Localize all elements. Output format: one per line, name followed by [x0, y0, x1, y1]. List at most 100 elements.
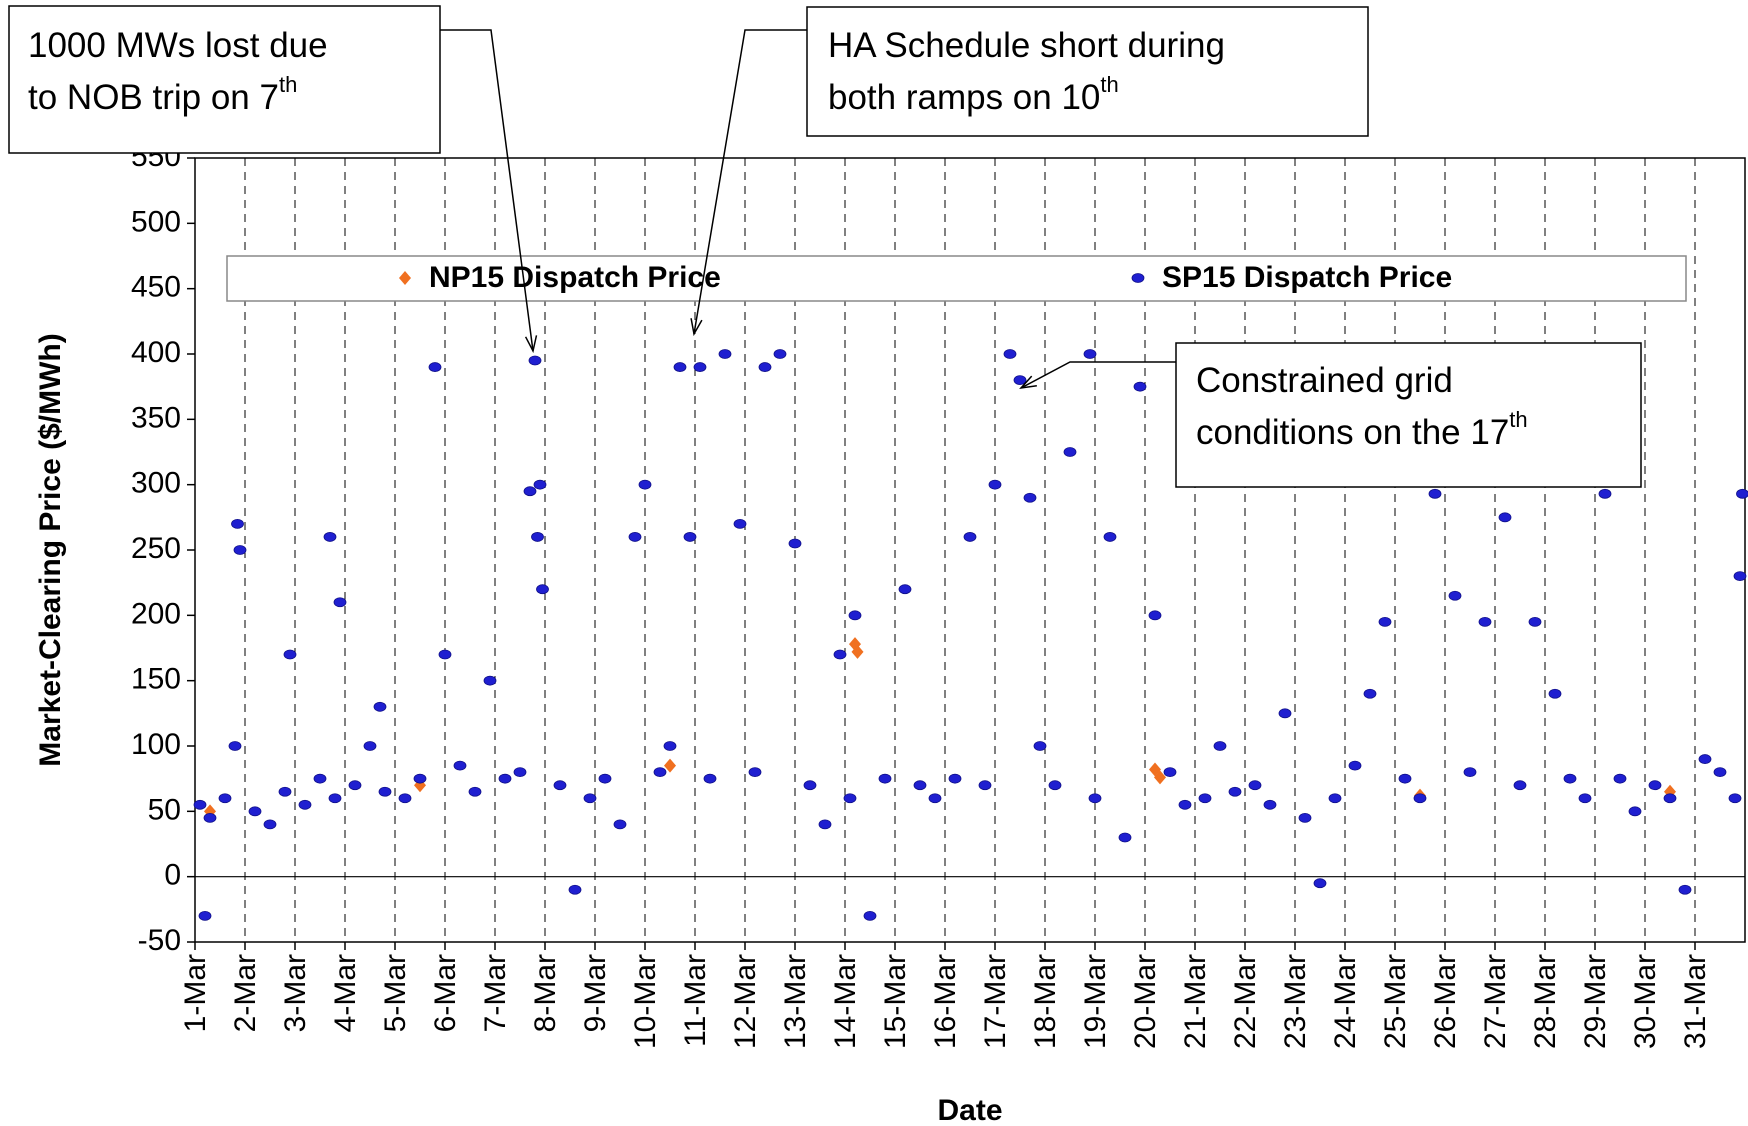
annotation-line: to NOB trip on 7	[28, 78, 279, 117]
point	[233, 545, 247, 555]
point	[803, 780, 817, 791]
point	[203, 812, 217, 823]
point	[1628, 806, 1642, 817]
point	[1148, 610, 1162, 621]
point	[963, 532, 977, 542]
point	[378, 786, 392, 797]
y-tick-label: 50	[148, 793, 181, 826]
point	[483, 675, 497, 686]
annotation-line: conditions on the 17	[1196, 413, 1509, 452]
point	[198, 910, 212, 921]
point	[1378, 616, 1392, 627]
annotation-arrow	[693, 29, 807, 335]
x-tick-label: 30-Mar	[1629, 954, 1662, 1049]
arrow-head	[690, 318, 703, 337]
point	[1003, 349, 1017, 359]
point	[1733, 571, 1747, 582]
annotation-text: Constrained grid	[1196, 361, 1453, 400]
point	[328, 793, 342, 804]
x-tick-label: 15-Mar	[879, 954, 912, 1049]
annotation-line: HA Schedule short during	[828, 26, 1225, 65]
point	[818, 819, 832, 830]
x-tick-label: 12-Mar	[729, 954, 762, 1049]
x-tick-label: 6-Mar	[429, 954, 462, 1032]
point	[638, 479, 652, 490]
annotation-text: HA Schedule short during	[828, 26, 1225, 65]
point	[1178, 799, 1192, 810]
x-tick-label: 23-Mar	[1279, 954, 1312, 1049]
point	[878, 773, 892, 784]
point	[348, 780, 362, 791]
point	[718, 349, 732, 359]
legend-box	[226, 255, 1687, 302]
point	[498, 773, 512, 784]
y-tick-label: 450	[131, 271, 181, 304]
point	[1498, 512, 1512, 523]
point	[1528, 616, 1542, 627]
point	[1648, 780, 1662, 791]
point	[536, 584, 549, 595]
point	[1103, 532, 1117, 542]
x-tick-label: 2-Mar	[229, 954, 262, 1032]
point	[553, 780, 567, 791]
y-tick-label: 150	[131, 663, 181, 696]
x-tick-label: 31-Mar	[1679, 954, 1712, 1049]
point	[948, 773, 962, 784]
x-tick-label: 21-Mar	[1179, 954, 1212, 1049]
point	[1154, 770, 1166, 785]
point	[583, 793, 597, 804]
legend-marker	[1131, 273, 1145, 283]
point	[733, 518, 747, 529]
annotation-box	[806, 6, 1369, 137]
annotation-sup: th	[1509, 407, 1527, 432]
point	[898, 584, 912, 595]
point	[283, 649, 297, 660]
annotation-box	[1175, 342, 1642, 488]
point	[653, 767, 667, 778]
point	[1363, 688, 1377, 699]
x-tick-label: 13-Mar	[779, 954, 812, 1049]
y-tick-label: 300	[131, 467, 181, 500]
point	[568, 884, 582, 895]
point	[1728, 793, 1742, 804]
point	[263, 819, 277, 830]
annotation-text: 1000 MWs lost due	[28, 26, 328, 65]
point	[1698, 754, 1712, 764]
x-tick-label: 7-Mar	[479, 954, 512, 1032]
point	[788, 538, 802, 549]
point	[1678, 884, 1692, 895]
point	[1298, 812, 1312, 823]
point	[628, 532, 642, 542]
annotation-text: both ramps on 10th	[828, 72, 1119, 117]
point	[683, 532, 697, 542]
point	[218, 793, 232, 804]
x-tick-label: 20-Mar	[1129, 954, 1162, 1049]
point	[1163, 767, 1177, 778]
x-tick-label: 29-Mar	[1579, 954, 1612, 1049]
point	[703, 773, 717, 784]
point	[1083, 349, 1097, 359]
point	[1348, 760, 1362, 771]
annotation-box	[8, 5, 441, 154]
x-axis-label: Date	[937, 1094, 1002, 1126]
point	[531, 532, 544, 542]
point	[333, 597, 347, 608]
x-tick-label: 27-Mar	[1479, 954, 1512, 1049]
point	[1063, 447, 1077, 457]
point	[613, 819, 627, 830]
point	[1398, 773, 1412, 784]
point	[1663, 793, 1677, 804]
point	[468, 786, 482, 797]
x-tick-label: 24-Mar	[1329, 954, 1362, 1049]
point	[513, 767, 527, 778]
point	[363, 741, 377, 751]
legend-label: NP15 Dispatch Price	[429, 261, 721, 294]
point	[1713, 767, 1727, 778]
point	[988, 479, 1002, 490]
point	[1478, 616, 1492, 627]
point	[1118, 832, 1132, 843]
point	[693, 362, 707, 372]
annotation-arrow	[440, 29, 534, 352]
point	[1313, 878, 1327, 889]
point	[1513, 780, 1527, 791]
